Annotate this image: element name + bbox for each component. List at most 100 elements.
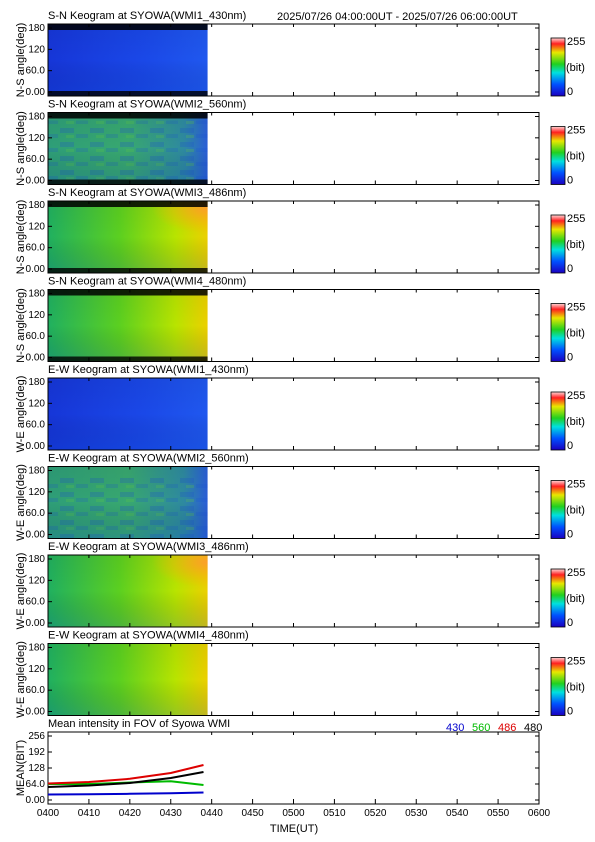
heatmap-shade [48, 643, 208, 716]
heatmap-bright-spot [48, 555, 208, 627]
y-tick-label: 180 [28, 554, 45, 565]
keogram-panel: S-N Keogram at SYOWA(WMI2_560nm)180 120 60… [15, 99, 585, 187]
colorbar-max-label: 255 [567, 656, 585, 668]
x-tick-label: 0600 [528, 808, 551, 819]
y-tick-label: 180 [28, 112, 45, 123]
y-tick-label: 60.0 [26, 154, 46, 165]
keogram-panel: E-W Keogram at SYOWA(WMI3_486nm)180 120 60… [15, 541, 585, 629]
x-tick-label: 0540 [446, 808, 469, 819]
panel-title: S-N Keogram at SYOWA(WMI1_430nm) [48, 10, 246, 22]
horizon-band [48, 91, 208, 96]
colorbar [550, 214, 566, 274]
heatmap-shade [48, 466, 208, 539]
colorbar [550, 37, 566, 97]
y-tick-label: 0.00 [26, 441, 46, 452]
colorbar-max-label: 255 [567, 36, 585, 48]
panel-title: E-W Keogram at SYOWA(WMI3_486nm) [48, 541, 249, 553]
horizon-band [48, 289, 208, 296]
mean-panel-title: Mean intensity in FOV of Syowa WMI [48, 718, 230, 730]
colorbar-max-label: 255 [567, 390, 585, 402]
y-axis-label: W-E angle(deg) [15, 376, 27, 453]
y-axis-label: N-S angle(deg) [15, 111, 27, 186]
colorbar-max-label: 255 [567, 213, 585, 225]
y-tick-label: 60.0 [26, 66, 46, 77]
colorbar-min-label: 0 [567, 86, 573, 98]
y-tick-label: 120 [28, 44, 45, 55]
heatmap-shade [48, 378, 208, 450]
y-tick-label: 120 [28, 664, 45, 675]
y-tick-label: 180 [28, 377, 45, 388]
colorbar-max-label: 255 [567, 302, 585, 314]
header-period: 2025/07/26 04:00:00UT - 2025/07/26 06:00… [277, 11, 518, 23]
x-tick-label: 0510 [323, 808, 346, 819]
y-axis-label: W-E angle(deg) [15, 553, 27, 630]
keogram-panel: E-W Keogram at SYOWA(WMI1_430nm)180 120 60… [15, 364, 585, 452]
colorbar-min-label: 0 [567, 529, 573, 541]
panel-title: E-W Keogram at SYOWA(WMI1_430nm) [48, 364, 249, 376]
y-tick-label: 0.00 [26, 176, 46, 187]
colorbar [550, 391, 566, 451]
y-tick-label: 0.00 [26, 618, 46, 629]
keogram-panel: S-N Keogram at SYOWA(WMI3_486nm)180 120 60… [15, 187, 585, 275]
colorbar-max-label: 255 [567, 125, 585, 137]
legend-480: 480 [524, 722, 542, 734]
colorbar [550, 657, 566, 716]
x-tick-label: 0420 [119, 808, 142, 819]
heatmap-bright-spot [48, 201, 208, 273]
keogram-panel: S-N Keogram at SYOWA(WMI4_480nm)180 120 60… [15, 276, 585, 364]
y-axis-label: N-S angle(deg) [15, 200, 27, 275]
y-tick-label: 120 [28, 398, 45, 409]
horizon-band [48, 24, 208, 30]
panel-title: E-W Keogram at SYOWA(WMI2_560nm) [48, 453, 249, 465]
y-tick-label: 192 [28, 747, 45, 758]
colorbar-min-label: 0 [567, 440, 573, 452]
y-tick-label: 0.00 [26, 264, 46, 275]
y-tick-label: 120 [28, 487, 45, 498]
horizon-band [48, 201, 208, 207]
y-tick-label: 120 [28, 221, 45, 232]
horizon-band [48, 356, 208, 362]
colorbar-unit-label: (bit) [566, 593, 585, 605]
colorbar-unit-label: (bit) [566, 682, 585, 694]
colorbar-min-label: 0 [567, 263, 573, 275]
colorbar-unit-label: (bit) [566, 62, 585, 74]
y-tick-label: 180 [28, 289, 45, 300]
legend-486: 486 [498, 722, 516, 734]
x-tick-label: 0400 [37, 808, 60, 819]
colorbar [550, 126, 566, 185]
x-tick-label: 0410 [78, 808, 101, 819]
heatmap-shade [48, 112, 208, 185]
y-axis-label: W-E angle(deg) [15, 641, 27, 718]
horizon-band [48, 112, 208, 119]
x-tick-label: 0550 [487, 808, 510, 819]
horizon-band [48, 179, 208, 185]
panel-title: E-W Keogram at SYOWA(WMI4_480nm) [48, 630, 249, 642]
colorbar-unit-label: (bit) [566, 505, 585, 517]
y-tick-label: 0.00 [26, 353, 46, 364]
x-tick-label: 0430 [160, 808, 183, 819]
y-tick-label: 64.0 [26, 779, 46, 790]
colorbar-unit-label: (bit) [566, 151, 585, 163]
colorbar-unit-label: (bit) [566, 328, 585, 340]
colorbar-unit-label: (bit) [566, 416, 585, 428]
y-tick-label: 0.00 [26, 530, 46, 541]
y-tick-label: 120 [28, 133, 45, 144]
colorbar-max-label: 255 [567, 479, 585, 491]
legend-430: 430 [446, 722, 464, 734]
colorbar-min-label: 0 [567, 175, 573, 187]
colorbar [550, 480, 566, 539]
y-axis-label: W-E angle(deg) [15, 464, 27, 541]
y-tick-label: 120 [28, 575, 45, 586]
colorbar-min-label: 0 [567, 352, 573, 364]
x-tick-label: 0520 [364, 808, 387, 819]
y-tick-label: 60.0 [26, 331, 46, 342]
keogram-panel: S-N Keogram at SYOWA(WMI1_430nm)180 120 60… [15, 10, 585, 98]
y-tick-label: 180 [28, 200, 45, 211]
x-tick-label: 0530 [405, 808, 428, 819]
panel-title: S-N Keogram at SYOWA(WMI2_560nm) [48, 99, 246, 111]
keogram-panel: E-W Keogram at SYOWA(WMI4_480nm)180 120 60… [15, 630, 585, 718]
y-tick-label: 60.0 [26, 685, 46, 696]
colorbar-unit-label: (bit) [566, 239, 585, 251]
y-tick-label: 180 [28, 643, 45, 654]
